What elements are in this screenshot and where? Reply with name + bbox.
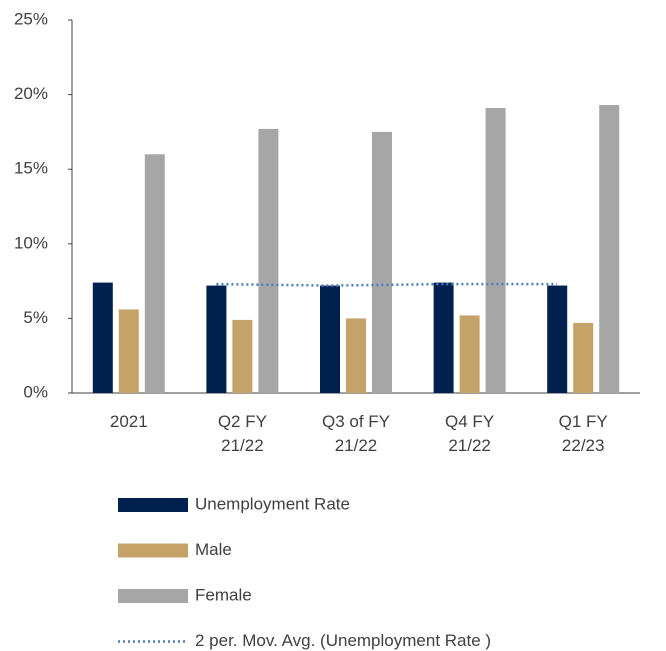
bar [232,319,253,393]
legend-label: 2 per. Mov. Avg. (Unemployment Rate ) [195,631,491,650]
y-tick-label: 25% [14,9,48,28]
x-tick-label: 2021 [109,412,148,431]
bar [485,108,506,393]
bar [346,318,366,393]
legend-swatch [118,589,188,603]
bar [206,285,227,393]
bar [118,309,139,393]
y-tick-label: 20% [14,84,48,103]
y-tick-label: 0% [23,382,48,401]
bar [547,285,568,393]
y-tick-label: 5% [23,308,48,327]
y-tick-label: 15% [14,159,48,178]
legend-label: Unemployment Rate [195,494,350,513]
bar [320,285,340,393]
bar [459,315,480,393]
x-tick-label: Q3 of FY 21/22 [321,412,391,455]
legend-swatch [118,498,188,512]
x-tick-label: Q1 FY 22/23 [558,412,608,455]
x-tick-label: Q2 FY 21/22 [217,412,267,455]
bar [92,282,113,393]
bar [258,128,279,393]
x-tick-label: Q4 FY 21/22 [445,412,495,455]
moving-average-line [216,282,558,287]
bar [372,131,392,393]
legend-label: Male [195,540,232,559]
bar [433,282,454,393]
y-tick-label: 10% [14,233,48,252]
bar [573,322,594,393]
legend-label: Female [195,585,252,604]
legend-swatch [118,543,188,558]
bar [599,105,620,393]
bar [144,154,165,393]
